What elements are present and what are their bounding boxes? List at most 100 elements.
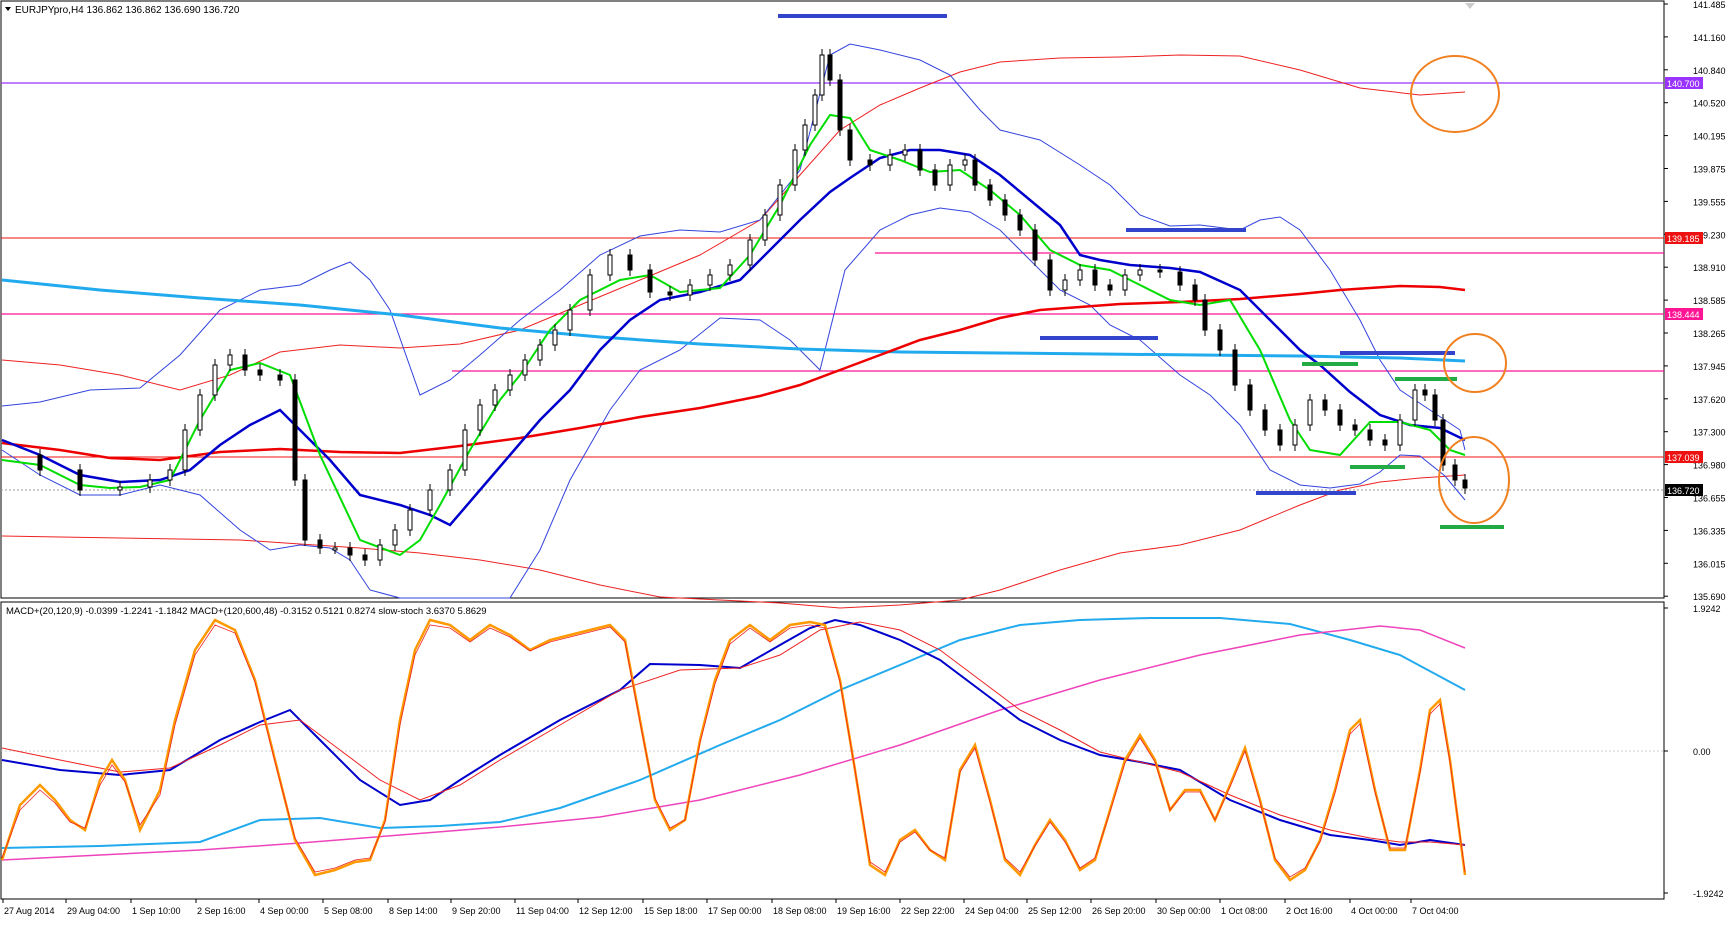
candle[interactable] bbox=[887, 149, 893, 171]
price-badge[interactable]: 139.185 bbox=[1665, 232, 1703, 244]
candle[interactable] bbox=[1192, 279, 1198, 306]
candle[interactable] bbox=[847, 124, 853, 166]
candle[interactable] bbox=[792, 144, 798, 191]
candle[interactable] bbox=[477, 399, 483, 436]
candle[interactable] bbox=[507, 369, 513, 396]
candle[interactable] bbox=[1247, 379, 1253, 416]
candle[interactable] bbox=[727, 259, 733, 281]
candle[interactable] bbox=[827, 49, 833, 86]
candle[interactable] bbox=[962, 154, 968, 171]
annotation-circle-2[interactable] bbox=[1443, 333, 1507, 393]
candle[interactable] bbox=[1462, 474, 1468, 494]
time-axis[interactable]: 27 Aug 2014 29 Aug 04:00 1 Sep 10:00 2 Sep … bbox=[2, 899, 1459, 916]
candle[interactable] bbox=[1032, 224, 1038, 266]
candle[interactable] bbox=[257, 364, 263, 381]
candle[interactable] bbox=[837, 74, 843, 136]
candle[interactable] bbox=[1397, 414, 1403, 451]
candle[interactable] bbox=[1107, 279, 1113, 296]
candle[interactable] bbox=[667, 286, 673, 301]
candle[interactable] bbox=[1092, 264, 1098, 291]
candle[interactable] bbox=[987, 179, 993, 206]
candle[interactable] bbox=[567, 304, 573, 336]
candle[interactable] bbox=[332, 542, 338, 554]
candlesticks[interactable] bbox=[37, 49, 1468, 566]
candle[interactable] bbox=[277, 369, 283, 386]
candle[interactable] bbox=[1382, 434, 1388, 451]
candle[interactable] bbox=[1307, 394, 1313, 431]
candle[interactable] bbox=[587, 269, 593, 316]
price-badge[interactable]: 140.700 bbox=[1665, 77, 1703, 89]
candle[interactable] bbox=[1232, 344, 1238, 391]
candle[interactable] bbox=[647, 264, 653, 298]
candle[interactable] bbox=[917, 144, 923, 176]
candle[interactable] bbox=[1452, 459, 1458, 486]
annotation-circle-1[interactable] bbox=[1410, 55, 1500, 133]
candle[interactable] bbox=[1157, 264, 1163, 278]
candle[interactable] bbox=[167, 464, 173, 486]
candle[interactable] bbox=[812, 89, 818, 131]
candle[interactable] bbox=[972, 154, 978, 191]
candle[interactable] bbox=[1337, 404, 1343, 431]
candle[interactable] bbox=[377, 539, 383, 566]
candle[interactable] bbox=[1262, 404, 1268, 436]
candle[interactable] bbox=[117, 481, 123, 496]
candle[interactable] bbox=[212, 359, 218, 401]
candle[interactable] bbox=[1202, 294, 1208, 336]
candle[interactable] bbox=[1412, 384, 1418, 426]
candle[interactable] bbox=[902, 144, 908, 161]
price-badge[interactable]: 137.039 bbox=[1665, 451, 1703, 463]
candle[interactable] bbox=[227, 349, 233, 371]
indicator-axis[interactable]: 1.9242 0.00 -1.9242 bbox=[1664, 604, 1724, 899]
candle[interactable] bbox=[627, 249, 633, 276]
candle[interactable] bbox=[197, 389, 203, 436]
candle[interactable] bbox=[707, 269, 713, 291]
candle[interactable] bbox=[1432, 389, 1438, 426]
candle[interactable] bbox=[292, 374, 298, 486]
candle[interactable] bbox=[522, 354, 528, 381]
symbol-dropdown-icon[interactable] bbox=[5, 7, 11, 11]
candle[interactable] bbox=[1002, 194, 1008, 221]
candle[interactable] bbox=[362, 549, 368, 566]
candle[interactable] bbox=[687, 279, 693, 301]
candle[interactable] bbox=[1422, 384, 1428, 401]
candle[interactable] bbox=[1217, 324, 1223, 356]
candle[interactable] bbox=[242, 349, 248, 376]
candle[interactable] bbox=[819, 49, 825, 101]
annotation-circle-3[interactable] bbox=[1438, 436, 1510, 524]
candle[interactable] bbox=[407, 504, 413, 536]
candle[interactable] bbox=[932, 164, 938, 191]
candle[interactable] bbox=[1047, 254, 1053, 296]
candle[interactable] bbox=[777, 179, 783, 221]
candle[interactable] bbox=[1137, 264, 1143, 281]
candle[interactable] bbox=[537, 339, 543, 366]
candle[interactable] bbox=[1017, 209, 1023, 236]
price-badge[interactable]: 136.720 bbox=[1665, 484, 1703, 496]
price-pane[interactable] bbox=[0, 0, 1665, 599]
price-badge[interactable]: 138.444 bbox=[1665, 308, 1703, 320]
candle[interactable] bbox=[947, 159, 953, 191]
candle[interactable] bbox=[1367, 424, 1373, 446]
candle[interactable] bbox=[1322, 394, 1328, 416]
candle[interactable] bbox=[37, 449, 43, 476]
candle[interactable] bbox=[1077, 264, 1083, 286]
candle[interactable] bbox=[317, 534, 323, 554]
candle[interactable] bbox=[762, 209, 768, 246]
candle[interactable] bbox=[392, 524, 398, 551]
candle[interactable] bbox=[427, 484, 433, 516]
candle[interactable] bbox=[347, 542, 353, 561]
candle[interactable] bbox=[182, 424, 188, 476]
candle[interactable] bbox=[462, 424, 468, 476]
candle[interactable] bbox=[302, 474, 308, 546]
candle[interactable] bbox=[747, 234, 753, 271]
candle[interactable] bbox=[1177, 266, 1183, 291]
candle[interactable] bbox=[552, 324, 558, 351]
candle[interactable] bbox=[867, 154, 873, 171]
candle[interactable] bbox=[1352, 419, 1358, 436]
candle[interactable] bbox=[1122, 269, 1128, 296]
candle[interactable] bbox=[147, 474, 153, 493]
candle[interactable] bbox=[1292, 419, 1298, 451]
shift-marker-icon[interactable] bbox=[1465, 3, 1475, 9]
candle[interactable] bbox=[77, 464, 83, 496]
candle[interactable] bbox=[492, 384, 498, 411]
